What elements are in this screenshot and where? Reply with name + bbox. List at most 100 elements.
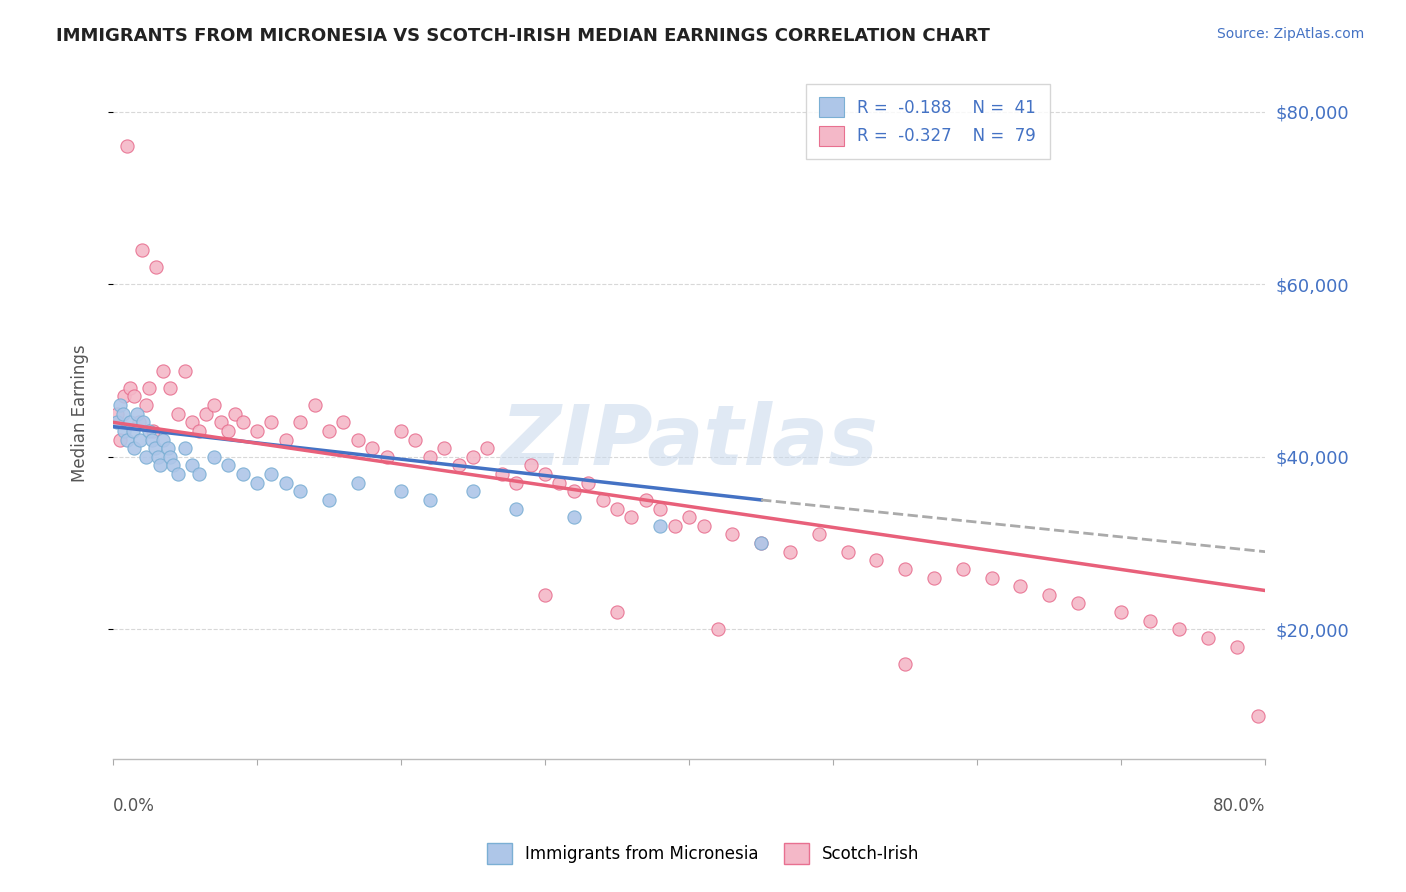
Point [779,545,801,559]
Point [678,510,700,524]
Y-axis label: Median Earnings: Median Earnings [72,345,89,483]
Point [375,450,398,464]
Point [117,433,139,447]
Point [202,398,225,412]
Point [124,441,146,455]
Point [202,450,225,464]
Point [152,363,174,377]
Point [288,415,311,429]
Point [1067,597,1090,611]
Point [576,475,599,490]
Point [111,407,134,421]
Point [477,441,499,455]
Point [120,381,142,395]
Text: Source: ZipAtlas.com: Source: ZipAtlas.com [1216,27,1364,41]
Point [132,415,155,429]
Point [156,441,179,455]
Point [129,433,152,447]
Point [707,623,730,637]
Legend: Immigrants from Micronesia, Scotch-Irish: Immigrants from Micronesia, Scotch-Irish [479,837,927,871]
Point [650,518,672,533]
Point [692,518,714,533]
Point [749,536,772,550]
Point [606,605,628,619]
Point [389,424,412,438]
Point [143,441,166,455]
Point [447,458,470,473]
Point [1111,605,1133,619]
Point [159,450,181,464]
Point [346,475,368,490]
Point [419,450,441,464]
Point [145,260,167,274]
Point [128,415,150,429]
Point [548,475,571,490]
Point [217,458,239,473]
Point [131,243,153,257]
Point [433,441,456,455]
Point [865,553,887,567]
Point [461,450,484,464]
Point [173,363,195,377]
Point [112,424,135,438]
Point [922,571,945,585]
Point [491,467,513,481]
Point [127,407,149,421]
Point [361,441,384,455]
Point [592,492,614,507]
Point [231,415,253,429]
Point [135,398,157,412]
Point [288,484,311,499]
Point [721,527,744,541]
Point [141,433,163,447]
Point [1038,588,1060,602]
Point [166,467,188,481]
Point [274,433,297,447]
Point [1010,579,1032,593]
Point [461,484,484,499]
Point [1225,640,1247,654]
Point [138,424,160,438]
Text: 80.0%: 80.0% [1213,797,1265,814]
Point [1197,631,1219,645]
Point [166,407,188,421]
Point [318,492,340,507]
Point [124,389,146,403]
Point [108,398,131,412]
Point [138,381,160,395]
Text: 0.0%: 0.0% [112,797,155,814]
Point [620,510,643,524]
Legend: R =  -0.188    N =  41, R =  -0.327    N =  79: R = -0.188 N = 41, R = -0.327 N = 79 [806,84,1049,160]
Point [181,458,204,473]
Point [304,398,326,412]
Point [749,536,772,550]
Point [894,562,917,576]
Point [152,433,174,447]
Point [120,415,142,429]
Point [146,450,169,464]
Point [837,545,859,559]
Point [534,588,557,602]
Point [260,415,283,429]
Point [209,415,232,429]
Point [162,458,184,473]
Point [634,492,657,507]
Point [952,562,974,576]
Point [142,424,165,438]
Text: IMMIGRANTS FROM MICRONESIA VS SCOTCH-IRISH MEDIAN EARNINGS CORRELATION CHART: IMMIGRANTS FROM MICRONESIA VS SCOTCH-IRI… [56,27,990,45]
Point [318,424,340,438]
Point [105,415,128,429]
Point [122,424,145,438]
Point [260,467,283,481]
Point [650,501,672,516]
Point [807,527,830,541]
Point [664,518,686,533]
Point [195,407,218,421]
Point [606,501,628,516]
Point [217,424,239,438]
Point [181,415,204,429]
Point [389,484,412,499]
Point [1167,623,1189,637]
Point [980,571,1002,585]
Point [149,458,172,473]
